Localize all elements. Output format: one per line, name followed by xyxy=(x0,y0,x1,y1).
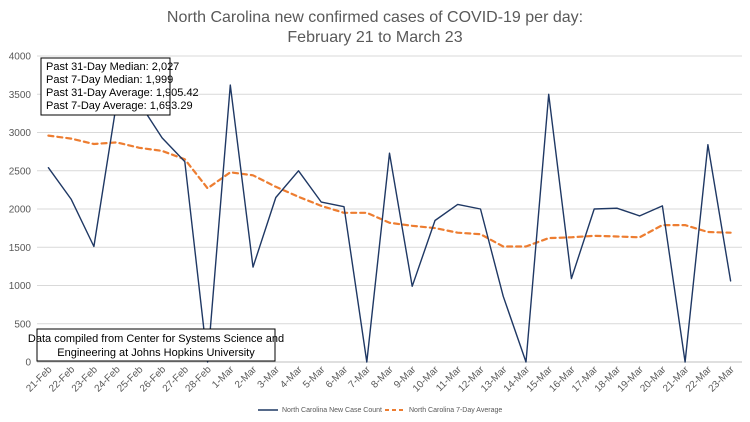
y-tick-label: 3000 xyxy=(9,128,32,139)
x-tick-label: 1-Mar xyxy=(210,364,237,391)
x-tick-label: 6-Mar xyxy=(324,364,351,391)
legend-label-7-day-average: North Carolina 7-Day Average xyxy=(409,407,502,414)
stats-7-day-median: Past 7-Day Median: 1,999 xyxy=(46,74,173,86)
y-tick-label: 0 xyxy=(25,358,31,369)
x-tick-label: 5-Mar xyxy=(301,364,328,391)
x-tick-label: 8-Mar xyxy=(369,364,396,391)
series-7-day-average-line xyxy=(47,134,732,248)
y-tick-label: 2000 xyxy=(9,205,32,216)
stats-31-day-median: Past 31-Day Median: 2,027 xyxy=(46,61,179,73)
source-note-frame xyxy=(36,328,276,362)
x-tick-label: 4-Mar xyxy=(278,364,305,391)
y-tick-label: 2500 xyxy=(9,166,32,177)
chart-title-line-2: February 21 to March 23 xyxy=(287,29,462,46)
y-tick-label: 1000 xyxy=(9,281,32,292)
x-tick-label: 23-Mar xyxy=(707,364,738,395)
source-note-line-2: Engineering at Johns Hopkins University xyxy=(57,347,255,359)
y-tick-label: 500 xyxy=(14,319,31,330)
legend-label-new-cases: North Carolina New Case Count xyxy=(282,407,382,414)
gridlines xyxy=(37,55,742,363)
legend: North Carolina New Case Count North Caro… xyxy=(258,407,502,414)
y-tick-label: 1500 xyxy=(9,243,32,254)
chart-title-line-1: North Carolina new confirmed cases of CO… xyxy=(167,9,583,26)
series-new-case-count-line xyxy=(47,84,732,363)
x-axis-ticks: 21-Feb22-Feb23-Feb24-Feb25-Feb26-Feb27-F… xyxy=(24,364,737,395)
source-note-line-1: Data compiled from Center for Systems Sc… xyxy=(28,333,284,345)
y-tick-label: 3500 xyxy=(9,90,32,101)
x-tick-label: 3-Mar xyxy=(256,364,283,391)
y-tick-label: 4000 xyxy=(9,52,32,63)
x-tick-label: 28-Feb xyxy=(184,364,214,394)
stats-7-day-average: Past 7-Day Average: 1,693.29 xyxy=(46,100,193,112)
x-tick-label: 2-Mar xyxy=(233,364,260,391)
chart-title: North Carolina new confirmed cases of CO… xyxy=(167,9,583,46)
stats-box: Past 31-Day Median: 2,027 Past 7-Day Med… xyxy=(40,57,199,116)
x-tick-label: 7-Mar xyxy=(347,364,374,391)
y-axis-ticks: 0 500 1000 1500 2000 2500 3000 3500 4000 xyxy=(9,52,32,369)
series-lines xyxy=(47,84,732,363)
source-note-box: Data compiled from Center for Systems Sc… xyxy=(28,328,284,362)
stats-box-frame xyxy=(40,57,171,116)
stats-31-day-average: Past 31-Day Average: 1,905.42 xyxy=(46,87,199,99)
